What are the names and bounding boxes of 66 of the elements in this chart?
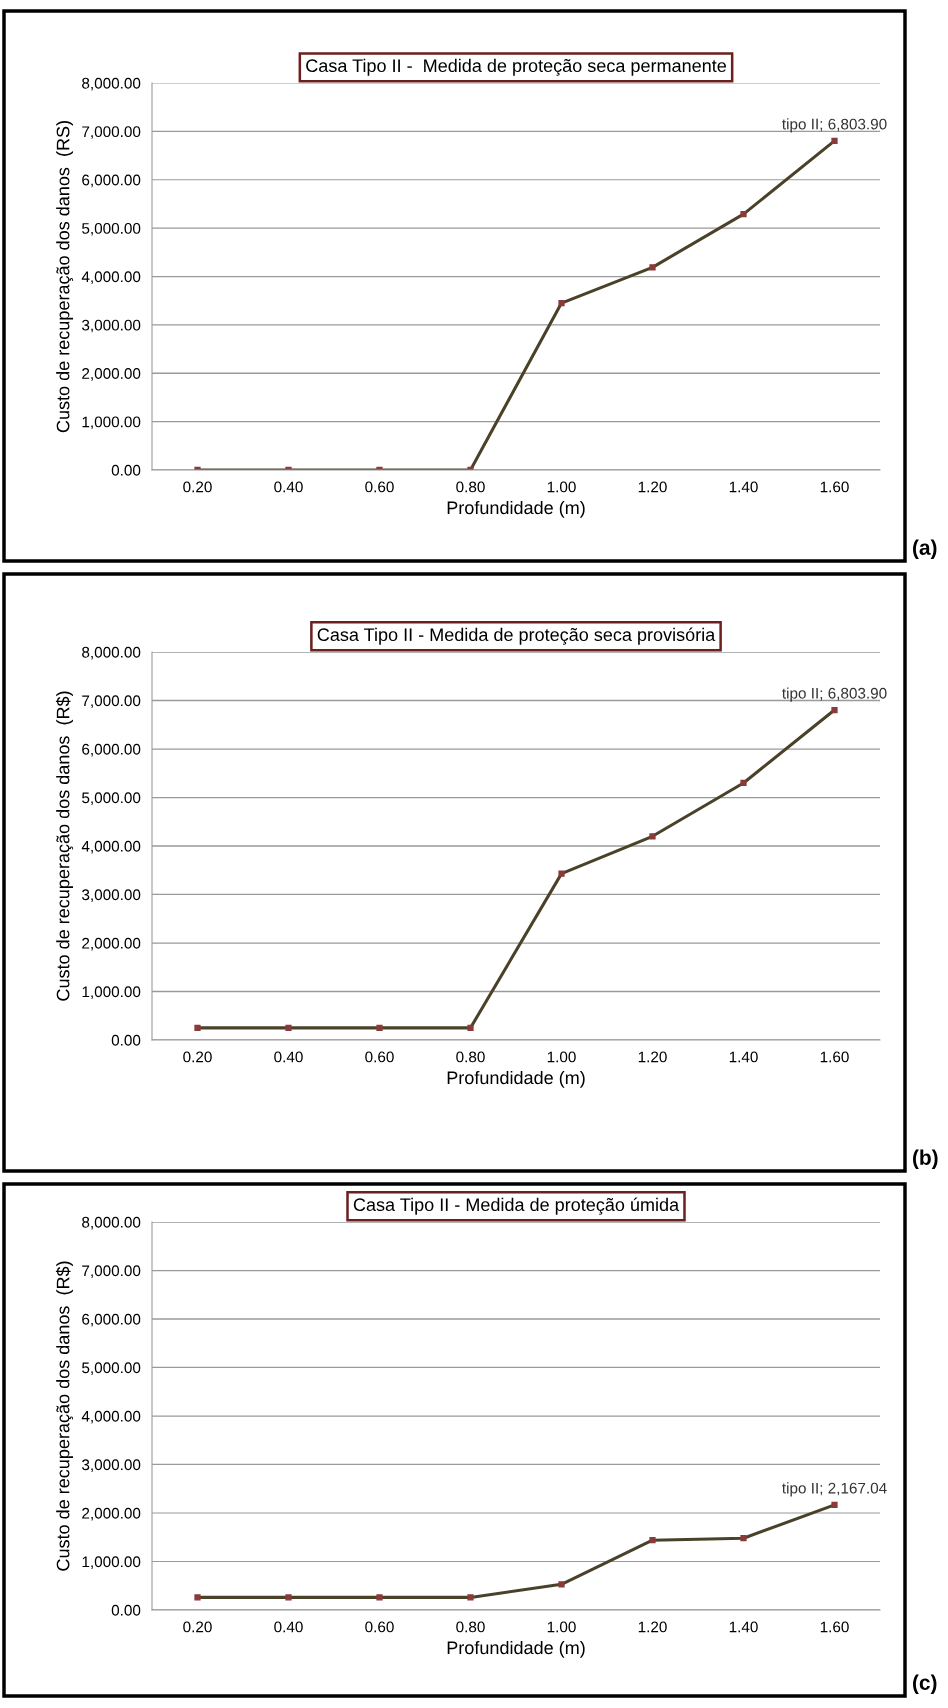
x-tick-label: 0.20	[183, 1621, 212, 1633]
x-tick-label: 0.80	[456, 481, 485, 493]
y-tick-label: 5,000.00	[82, 1362, 141, 1375]
x-tick-label: 1.60	[820, 1051, 849, 1063]
y-tick-label: 1,000.00	[82, 416, 141, 430]
y-tick-label: 3,000.00	[82, 319, 141, 333]
y-tick-label: 4,000.00	[81, 1410, 141, 1424]
x-tick-label: 1.60	[820, 1621, 849, 1633]
x-tick-label: 1.20	[638, 1621, 667, 1633]
text: (a)	[913, 539, 937, 559]
x-tick-label: 0.80	[456, 1621, 485, 1633]
text: (b)	[913, 1149, 938, 1169]
annotation: tipo II; 2,167.04	[782, 1482, 887, 1497]
x-tick-label: 1.00	[547, 1621, 576, 1633]
x-tick-label: 1.00	[547, 1051, 576, 1063]
x-tick-label: 1.20	[638, 481, 667, 493]
y-axis-title: Custo de recuperação dos danos (RS)	[56, 121, 74, 433]
y-tick-label: 2,000.00	[82, 937, 141, 951]
y-tick-label: 7,000.00	[82, 126, 141, 139]
chart-title: Casa Tipo II - Medida de proteção seca permanente	[306, 58, 726, 76]
y-tick-label: 4,000.00	[81, 840, 141, 854]
y-tick-label: 5,000.00	[82, 222, 141, 236]
y-tick-label: 5,000.00	[82, 792, 141, 805]
y-tick-label: 0.00	[111, 464, 141, 476]
chart-title: Casa Tipo II - Medida de proteção úmida	[353, 1197, 680, 1215]
y-tick-label: 7,000.00	[82, 1265, 141, 1278]
x-tick-label: 1.40	[729, 481, 758, 493]
x-tick-label: 0.60	[365, 1051, 394, 1063]
y-tick-label: 6,000.00	[82, 1313, 141, 1327]
y-tick-label: 8,000.00	[82, 77, 141, 91]
x-tick-label: 0.60	[365, 1621, 394, 1633]
x-tick-label: 1.40	[729, 1051, 758, 1063]
x-axis-title: Profundidade (m)	[447, 1070, 585, 1088]
y-tick-label: 2,000.00	[82, 1507, 141, 1521]
y-tick-label: 3,000.00	[82, 1459, 141, 1472]
annotation: tipo II; 6,803.90	[782, 118, 887, 133]
x-tick-label: 0.40	[274, 481, 303, 493]
x-tick-label: 0.60	[365, 481, 394, 493]
x-axis-title: Profundidade (m)	[447, 500, 585, 518]
chart-title: Casa Tipo II - Medida de proteção seca provisória	[317, 627, 716, 645]
x-tick-label: 0.40	[274, 1051, 303, 1063]
x-axis-title: Profundidade (m)	[447, 1640, 585, 1658]
y-axis-title: Custo de recuperação dos danos (R$)	[55, 691, 74, 1001]
y-tick-label: 8,000.00	[82, 646, 141, 660]
y-tick-label: 0.00	[111, 1604, 141, 1616]
y-axis-title: Custo de recuperação dos danos (R$)	[55, 1261, 74, 1571]
y-tick-label: 8,000.00	[82, 1216, 141, 1230]
x-tick-label: 0.20	[183, 1051, 212, 1063]
y-tick-label: 0.00	[111, 1034, 141, 1046]
x-tick-label: 0.40	[274, 1621, 303, 1633]
text: (c)	[913, 1674, 937, 1694]
x-tick-label: 0.20	[183, 481, 212, 493]
y-tick-label: 6,000.00	[82, 743, 141, 757]
y-tick-label: 1,000.00	[82, 1556, 141, 1569]
y-tick-label: 3,000.00	[82, 889, 141, 902]
x-tick-label: 1.60	[820, 481, 849, 493]
y-tick-label: 2,000.00	[82, 368, 141, 381]
x-tick-label: 1.20	[638, 1051, 667, 1063]
x-tick-label: 1.00	[547, 481, 576, 493]
y-tick-label: 1,000.00	[82, 986, 141, 999]
x-tick-label: 1.40	[729, 1621, 758, 1633]
y-tick-label: 6,000.00	[82, 174, 141, 188]
y-tick-label: 4,000.00	[81, 271, 141, 284]
annotation: tipo II; 6,803.90	[782, 687, 887, 702]
y-tick-label: 7,000.00	[82, 695, 141, 708]
x-tick-label: 0.80	[456, 1051, 485, 1063]
